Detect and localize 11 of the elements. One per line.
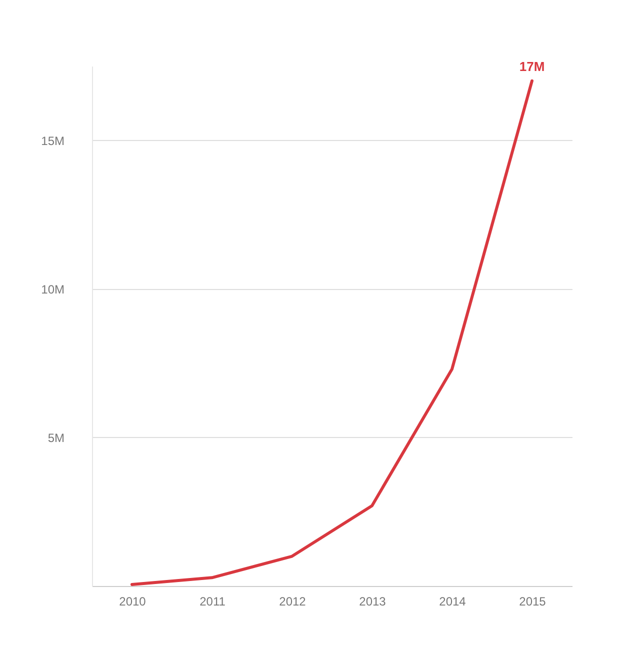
- annotation: 17M: [519, 58, 545, 74]
- y-tick-label: 15M: [41, 134, 65, 148]
- y-tick-label: 10M: [41, 282, 65, 296]
- line-series: [130, 79, 534, 586]
- x-tick-label: 2015: [519, 594, 546, 608]
- x-tick-label: 2014: [439, 594, 466, 608]
- x-tick-label: 2013: [359, 594, 386, 608]
- y-tick-label: 5M: [48, 430, 64, 445]
- x-tick-label: 2010: [119, 594, 146, 608]
- x-tick-label: 2012: [279, 594, 306, 608]
- x-tick-label: 2011: [200, 594, 226, 608]
